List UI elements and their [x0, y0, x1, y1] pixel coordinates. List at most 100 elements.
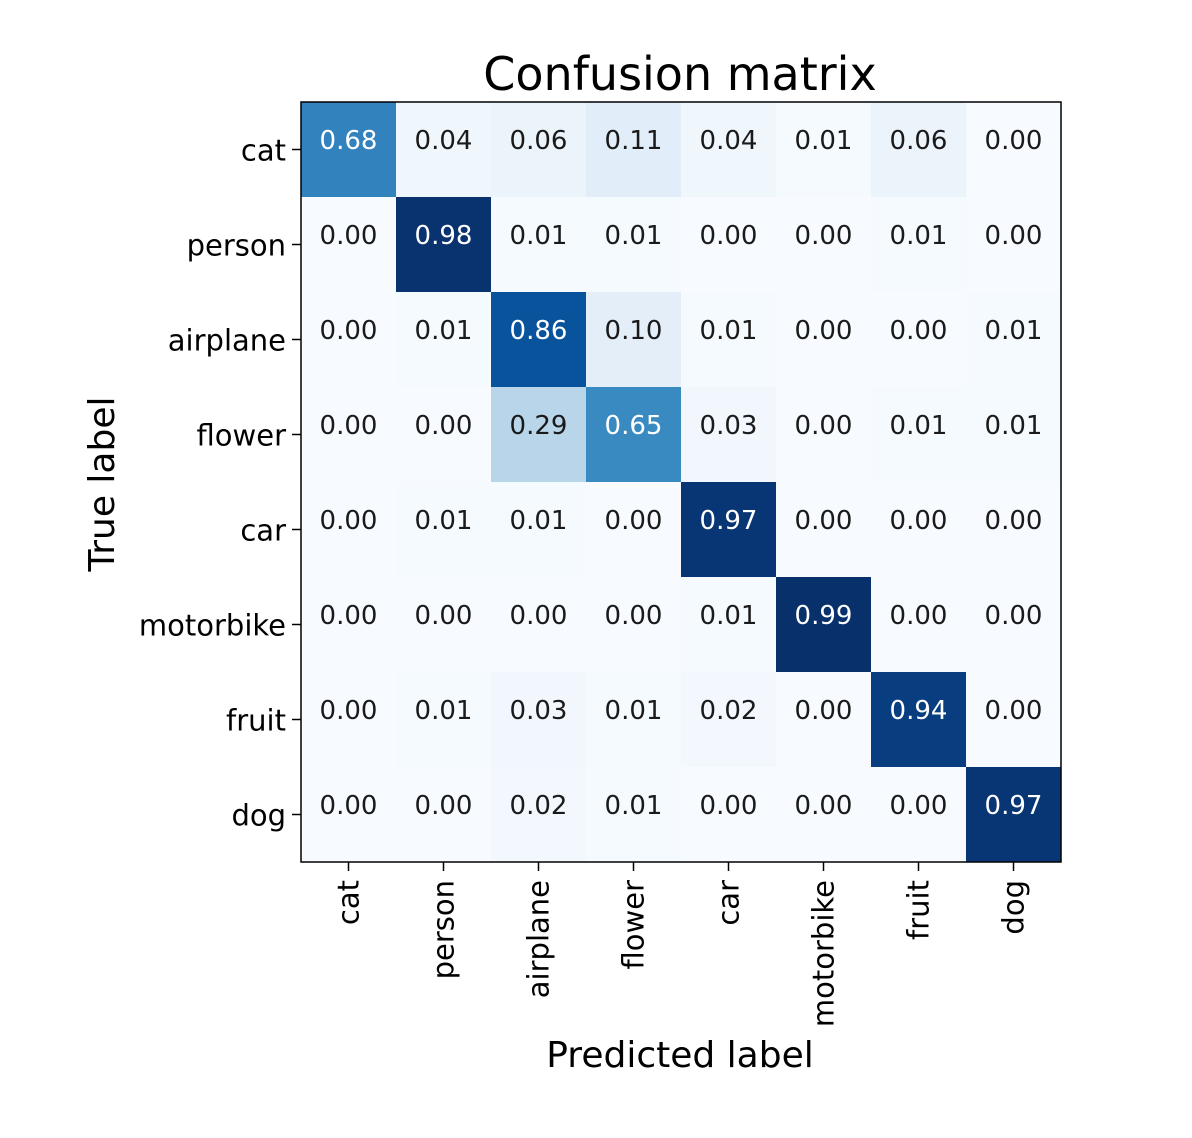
cell-value-label: 0.68 [320, 126, 378, 156]
cell-value-label: 0.65 [605, 411, 663, 441]
cell-value-label: 0.00 [510, 601, 568, 631]
chart-title: Confusion matrix [483, 47, 876, 101]
heatmap-cell [586, 767, 682, 863]
cell-value-label: 0.00 [795, 221, 853, 251]
cell-value-label: 0.00 [320, 221, 378, 251]
heatmap-cell [301, 197, 397, 293]
heatmap-cell [871, 672, 967, 768]
cell-value-label: 0.00 [700, 221, 758, 251]
cell-value-label: 0.00 [320, 411, 378, 441]
heatmap-cell [491, 387, 587, 483]
heatmap-cell [396, 197, 492, 293]
heatmap-cell [776, 292, 872, 388]
x-tick-label: dog [997, 880, 1031, 935]
y-axis-ticks: cat person airplane flower car motorbike fruit… [139, 134, 301, 833]
heatmap-cell [681, 197, 777, 293]
cell-value-label: 0.00 [890, 791, 948, 821]
cell-value-label: 0.01 [890, 221, 948, 251]
heatmap-cell [871, 767, 967, 863]
heatmap-cell [871, 482, 967, 578]
cell-value-label: 0.00 [795, 696, 853, 726]
heatmap-cell [776, 102, 872, 198]
heatmap-cell [871, 102, 967, 198]
x-axis-label: Predicted label [546, 1035, 814, 1076]
cell-value-label: 0.00 [700, 791, 758, 821]
heatmap-cell [586, 577, 682, 673]
cell-value-label: 0.01 [415, 696, 473, 726]
y-tick-label: car [240, 514, 286, 548]
x-axis-ticks: cat person airplane flower car motorbike fruit… [332, 862, 1031, 1027]
heatmap-cell [871, 577, 967, 673]
heatmap-cell [681, 482, 777, 578]
heatmap-cell [491, 292, 587, 388]
cell-value-label: 0.03 [700, 411, 758, 441]
cell-value-label: 0.06 [890, 126, 948, 156]
cell-value-label: 0.00 [890, 506, 948, 536]
cell-value-label: 0.97 [985, 791, 1043, 821]
y-tick-label: fruit [226, 704, 286, 738]
heatmap-cell [491, 577, 587, 673]
heatmap-cell [776, 672, 872, 768]
heatmap-cell [776, 387, 872, 483]
heatmap-cell [966, 387, 1062, 483]
cell-value-label: 0.01 [985, 411, 1043, 441]
heatmap-cell [301, 482, 397, 578]
cell-value-label: 0.01 [510, 221, 568, 251]
heatmap-cell [396, 482, 492, 578]
y-axis-label: True label [82, 397, 123, 573]
heatmap-cell [681, 292, 777, 388]
cell-value-label: 0.94 [890, 696, 948, 726]
y-tick-label: dog [231, 799, 286, 833]
cell-value-label: 0.10 [605, 316, 663, 346]
cell-value-label: 0.01 [605, 791, 663, 821]
cell-value-label: 0.00 [415, 411, 473, 441]
x-tick-label: airplane [522, 880, 556, 998]
heatmap-cell [301, 672, 397, 768]
heatmap-cell [301, 102, 397, 198]
cell-value-label: 0.97 [700, 506, 758, 536]
x-tick-label: fruit [902, 880, 936, 940]
cell-value-label: 0.00 [415, 601, 473, 631]
heatmap-cell [681, 102, 777, 198]
heatmap-cell [966, 672, 1062, 768]
cell-value-label: 0.00 [795, 411, 853, 441]
heatmap-cell [776, 767, 872, 863]
heatmap-cell [301, 292, 397, 388]
cell-value-label: 0.00 [985, 221, 1043, 251]
x-tick-label: flower [617, 880, 651, 970]
heatmap-cell [491, 482, 587, 578]
cell-value-label: 0.00 [890, 601, 948, 631]
heatmap-cell [586, 387, 682, 483]
cell-value-label: 0.01 [700, 601, 758, 631]
heatmap-cell [586, 482, 682, 578]
heatmap-cell [396, 292, 492, 388]
cell-value-label: 0.86 [510, 316, 568, 346]
y-tick-label: motorbike [139, 609, 286, 643]
heatmap-cell [966, 767, 1062, 863]
cell-value-label: 0.00 [795, 791, 853, 821]
plot-frame [300, 101, 1062, 863]
heatmap-cell [681, 672, 777, 768]
cell-value-label: 0.00 [795, 506, 853, 536]
cell-value-label: 0.29 [510, 411, 568, 441]
cell-value-label: 0.02 [700, 696, 758, 726]
heatmap-cell [681, 767, 777, 863]
cell-value-label: 0.99 [795, 601, 853, 631]
cell-value-label: 0.00 [605, 601, 663, 631]
cell-value-label: 0.00 [320, 506, 378, 536]
y-tick-label: person [187, 229, 286, 263]
heatmap-cell [491, 672, 587, 768]
heatmap-cell [586, 197, 682, 293]
cell-value-label: 0.00 [320, 601, 378, 631]
heatmap-cell [586, 672, 682, 768]
heatmap-cell [871, 292, 967, 388]
cell-value-label: 0.01 [890, 411, 948, 441]
heatmap-cell [586, 292, 682, 388]
heatmap-cell [301, 387, 397, 483]
heatmap-cell [396, 102, 492, 198]
cell-value-label: 0.04 [700, 126, 758, 156]
x-tick-label: person [427, 880, 461, 979]
heatmap-cell [871, 387, 967, 483]
cell-value-label: 0.01 [605, 221, 663, 251]
